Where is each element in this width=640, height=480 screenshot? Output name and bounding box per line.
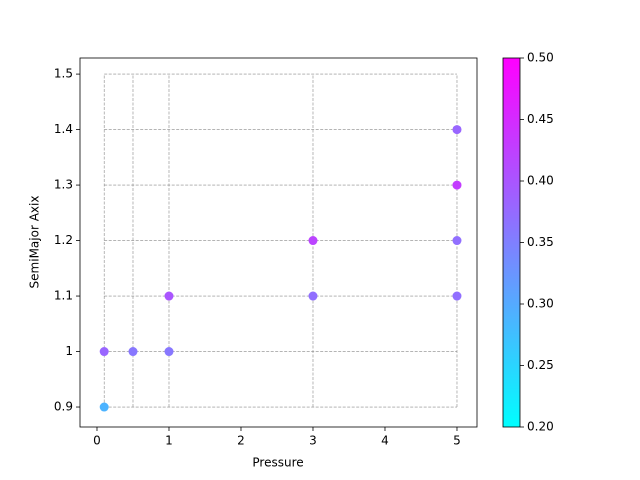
y-tick-label: 0.9 [54, 400, 73, 414]
point [452, 236, 462, 246]
point [99, 347, 109, 357]
point [452, 291, 462, 301]
point [452, 180, 462, 190]
point [164, 291, 174, 301]
point [128, 347, 138, 357]
x-tick-label: 5 [453, 434, 461, 448]
x-tick-label: 4 [381, 434, 389, 448]
point [308, 291, 318, 301]
colorbar-tick-label: 0.25 [527, 358, 554, 372]
colorbar-tick-label: 0.45 [527, 112, 554, 126]
y-tick-label: 1.1 [54, 289, 73, 303]
y-tick-label: 1.5 [54, 67, 73, 81]
y-tick-label: 1.4 [54, 122, 73, 136]
point [164, 347, 174, 357]
point [452, 125, 462, 135]
colorbar-tick-label: 0.40 [527, 174, 554, 188]
x-tick-label: 3 [309, 434, 317, 448]
colorbar-tick-label: 0.30 [527, 297, 554, 311]
point [99, 402, 109, 412]
plot-frame [79, 57, 478, 428]
x-tick-label: 1 [165, 434, 173, 448]
x-axis-label: Pressure [252, 456, 303, 470]
colorbar-tick-label: 0.20 [527, 420, 554, 434]
y-tick-label: 1.2 [54, 233, 73, 247]
x-tick-label: 2 [237, 434, 245, 448]
colorbar [502, 57, 521, 428]
x-tick-label: 0 [93, 434, 101, 448]
y-tick-label: 1 [65, 344, 73, 358]
point [308, 236, 318, 246]
colorbar-tick-label: 0.50 [527, 51, 554, 65]
colorbar-tick-label: 0.35 [527, 235, 554, 249]
y-tick-label: 1.3 [54, 178, 73, 192]
y-axis-label: SemiMajor Axix [28, 196, 42, 289]
